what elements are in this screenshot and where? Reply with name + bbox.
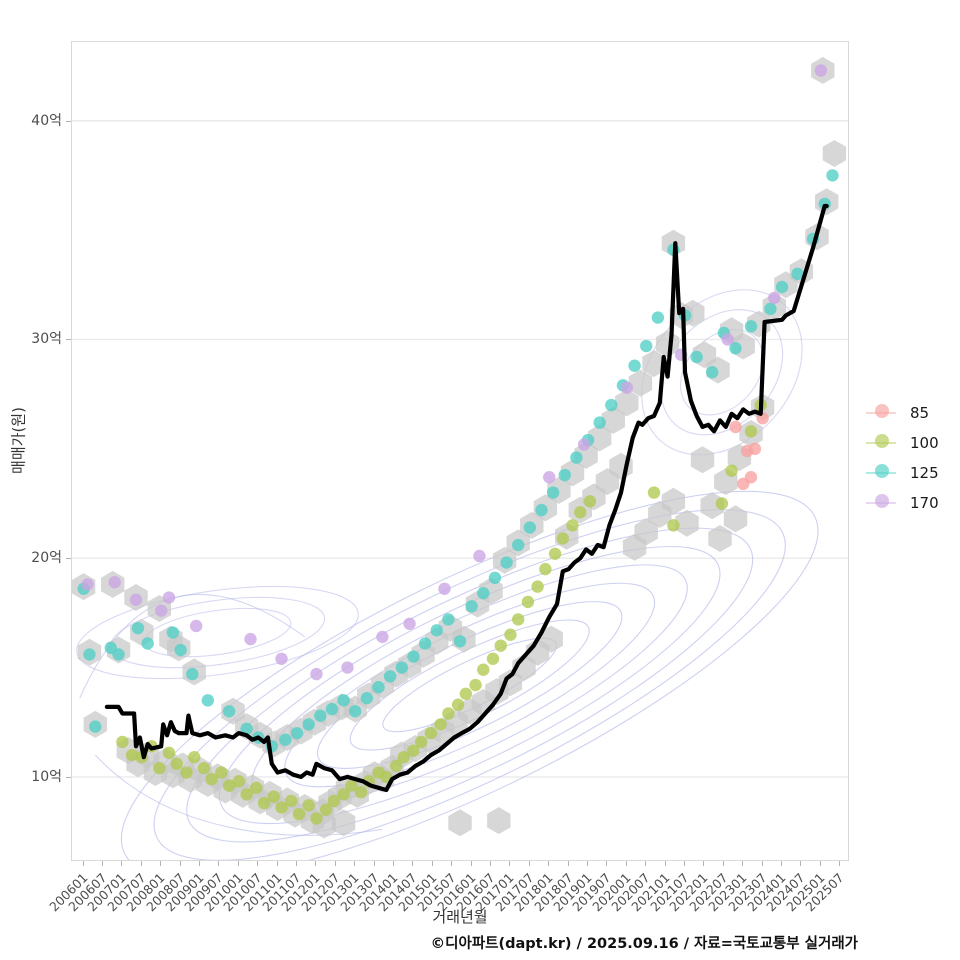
y-tick-mark bbox=[66, 339, 71, 341]
chart-caption: ©디아파트(dapt.kr) / 2025.09.16 / 자료=국토교통부 실… bbox=[430, 936, 858, 952]
x-tick-mark bbox=[742, 861, 744, 866]
legend-key-icon bbox=[866, 402, 896, 424]
x-tick-mark bbox=[334, 861, 336, 866]
x-tick-mark bbox=[761, 861, 763, 866]
legend-key-icon bbox=[866, 492, 896, 514]
x-tick-mark bbox=[140, 861, 142, 866]
x-tick-mark bbox=[528, 861, 530, 866]
x-tick-mark bbox=[237, 861, 239, 866]
x-tick-mark bbox=[781, 861, 783, 866]
x-axis-title: 거래년월 bbox=[432, 908, 488, 926]
y-tick-mark bbox=[66, 120, 71, 122]
x-tick-mark bbox=[296, 861, 298, 866]
x-tick-mark bbox=[490, 861, 492, 866]
x-tick-mark bbox=[587, 861, 589, 866]
x-tick-mark bbox=[354, 861, 356, 866]
legend-item-85[interactable]: 85 bbox=[866, 398, 960, 428]
legend-item-100[interactable]: 100 bbox=[866, 428, 960, 458]
y-tick-label: 40억 bbox=[31, 112, 62, 129]
x-tick-mark bbox=[684, 861, 686, 866]
x-tick-mark bbox=[470, 861, 472, 866]
y-tick-label: 30억 bbox=[31, 331, 62, 348]
y-tick-label: 10억 bbox=[31, 768, 62, 785]
x-tick-mark bbox=[315, 861, 317, 866]
legend: 85 100 125 170 bbox=[866, 398, 960, 518]
x-tick-mark bbox=[199, 861, 201, 866]
legend-label: 125 bbox=[910, 464, 939, 482]
x-tick-mark bbox=[431, 861, 433, 866]
x-tick-mark bbox=[703, 861, 705, 866]
legend-key-icon bbox=[866, 462, 896, 484]
x-tick-mark bbox=[606, 861, 608, 866]
x-tick-mark bbox=[839, 861, 841, 866]
x-tick-mark bbox=[548, 861, 550, 866]
x-tick-mark bbox=[645, 861, 647, 866]
legend-key-icon bbox=[866, 432, 896, 454]
legend-label: 170 bbox=[910, 494, 939, 512]
y-tick-label: 20억 bbox=[31, 550, 62, 567]
x-tick-mark bbox=[121, 861, 123, 866]
x-tick-mark bbox=[819, 861, 821, 866]
x-tick-mark bbox=[276, 861, 278, 866]
x-tick-mark bbox=[625, 861, 627, 866]
y-axis-title: 매매가(원) bbox=[9, 407, 28, 474]
legend-item-170[interactable]: 170 bbox=[866, 488, 960, 518]
x-tick-mark bbox=[102, 861, 104, 866]
y-tick-mark bbox=[66, 558, 71, 560]
x-tick-mark bbox=[179, 861, 181, 866]
x-tick-mark bbox=[218, 861, 220, 866]
x-tick-mark bbox=[257, 861, 259, 866]
x-tick-mark bbox=[82, 861, 84, 866]
x-tick-mark bbox=[373, 861, 375, 866]
legend-label: 100 bbox=[910, 434, 939, 452]
x-tick-mark bbox=[722, 861, 724, 866]
x-tick-mark bbox=[664, 861, 666, 866]
y-tick-mark bbox=[66, 776, 71, 778]
x-tick-mark bbox=[412, 861, 414, 866]
x-tick-mark bbox=[451, 861, 453, 866]
legend-item-125[interactable]: 125 bbox=[866, 458, 960, 488]
x-tick-mark bbox=[567, 861, 569, 866]
x-tick-mark bbox=[800, 861, 802, 866]
plot-panel bbox=[71, 41, 849, 861]
x-tick-mark bbox=[160, 861, 162, 866]
x-tick-mark bbox=[509, 861, 511, 866]
legend-label: 85 bbox=[910, 404, 930, 422]
x-tick-mark bbox=[393, 861, 395, 866]
